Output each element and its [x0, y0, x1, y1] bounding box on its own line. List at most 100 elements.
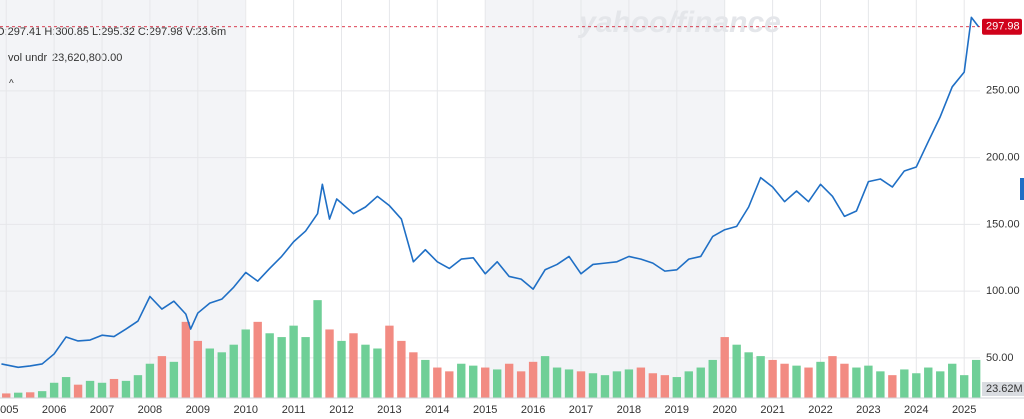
x-tick-label: 2013	[377, 404, 401, 416]
y-tick-label: 50.00	[986, 352, 1014, 364]
volume-bar	[552, 367, 562, 398]
volume-bar	[433, 367, 442, 398]
x-tick-label: 2025	[952, 404, 976, 416]
x-tick-label: 2005	[0, 404, 18, 416]
volume-bar	[109, 378, 119, 398]
y-tick-label: 150.00	[986, 218, 1020, 230]
volume-bar	[648, 373, 658, 398]
x-tick-label: 2012	[329, 404, 353, 416]
x-tick-label: 2014	[425, 404, 449, 416]
volume-bar	[504, 363, 514, 398]
volume-bar	[325, 329, 334, 398]
volume-title: vol undr	[8, 52, 47, 64]
volume-bar	[960, 375, 969, 398]
side-handle[interactable]	[1020, 178, 1024, 200]
x-tick-label: 2022	[808, 404, 832, 416]
x-tick-label: 2006	[42, 404, 66, 416]
volume-bar	[816, 361, 825, 398]
volume-bar	[971, 359, 981, 398]
volume-bar	[900, 369, 909, 398]
x-tick-label: 2019	[665, 404, 689, 416]
volume-bar	[540, 356, 550, 398]
x-tick-label: 2017	[569, 404, 593, 416]
volume-bar	[852, 367, 861, 398]
x-tick-label: 2023	[856, 404, 880, 416]
volume-bar	[864, 365, 873, 398]
volume-bar	[181, 321, 191, 398]
volume-bar	[349, 333, 358, 398]
watermark: yahoo/finance	[577, 6, 781, 39]
volume-bar	[265, 333, 274, 398]
volume-bar	[481, 367, 490, 398]
volume-bar	[756, 356, 765, 398]
volume-bar	[516, 371, 526, 398]
volume-bar	[732, 344, 741, 398]
collapse-button[interactable]: ^	[9, 79, 14, 90]
volume-bar	[888, 375, 897, 398]
volume-bar	[588, 373, 598, 398]
volume-bar	[157, 356, 167, 398]
volume-tag	[982, 382, 1024, 397]
last-price-tag	[982, 18, 1022, 35]
volume-bar	[97, 382, 107, 398]
volume-bar	[385, 325, 394, 398]
volume-bar	[804, 367, 813, 398]
volume-bar	[445, 371, 454, 398]
x-tick-label: 2009	[186, 404, 210, 416]
y-tick-label: 250.00	[986, 85, 1020, 97]
volume-bar	[409, 352, 418, 398]
y-tick-label: 100.00	[986, 285, 1020, 297]
volume-bar	[912, 373, 921, 398]
volume-bar	[660, 375, 670, 398]
volume-bar	[229, 344, 238, 398]
x-tick-label: 2024	[904, 404, 928, 416]
plot	[0, 16, 980, 369]
last-price-label: 297.98	[986, 21, 1020, 33]
volume-bar	[313, 300, 322, 398]
volume-bar	[337, 340, 346, 398]
period-shade	[485, 0, 725, 398]
volume-bar	[624, 369, 634, 398]
x-tick-label: 2007	[90, 404, 114, 416]
volume-bar	[684, 371, 693, 398]
volume-bar	[768, 359, 777, 398]
volume-bar	[612, 371, 622, 398]
volume-tag-label: 23.62M	[986, 383, 1023, 395]
volume-bar	[696, 367, 705, 398]
volume-bar	[289, 325, 298, 398]
price-line	[1, 16, 980, 369]
volume-bar	[37, 391, 47, 398]
axes: 50.00 100.00 150.00 200.00 250.00 2005 2006 200…	[0, 18, 1024, 416]
volume-bar	[421, 359, 430, 398]
volume-readout: 23,620,800.00	[52, 52, 122, 64]
volume-bar	[253, 321, 262, 398]
volume-bar	[145, 363, 155, 398]
volume-bar	[780, 363, 789, 398]
volume-bar	[73, 384, 83, 398]
ohlc-readout: O:297.41 H:300.85 L:295.32 C:297.98 V:23…	[0, 26, 226, 38]
volume-bar	[564, 369, 574, 398]
volume-bar	[49, 382, 59, 398]
volume-bar	[241, 329, 250, 398]
volume-bar	[301, 337, 310, 398]
volume-bar	[121, 380, 131, 398]
volume-bar	[205, 348, 214, 398]
y-tick-label: 200.00	[986, 152, 1020, 164]
volume-bar	[169, 361, 179, 398]
volume-bar	[361, 344, 370, 398]
volume-bar	[936, 371, 945, 398]
volume-bar	[600, 375, 610, 398]
volume-bar	[193, 340, 203, 398]
x-tick-label: 2015	[473, 404, 497, 416]
volume-bar	[85, 380, 95, 398]
x-tick-label: 2010	[233, 404, 257, 416]
volume-bar	[61, 377, 71, 398]
volume-bar	[924, 367, 933, 398]
x-tick-label: 2018	[617, 404, 641, 416]
volume-bar	[828, 356, 837, 398]
volume-bar	[217, 352, 226, 398]
volume-bar	[720, 337, 729, 398]
volume-bar	[277, 337, 286, 398]
